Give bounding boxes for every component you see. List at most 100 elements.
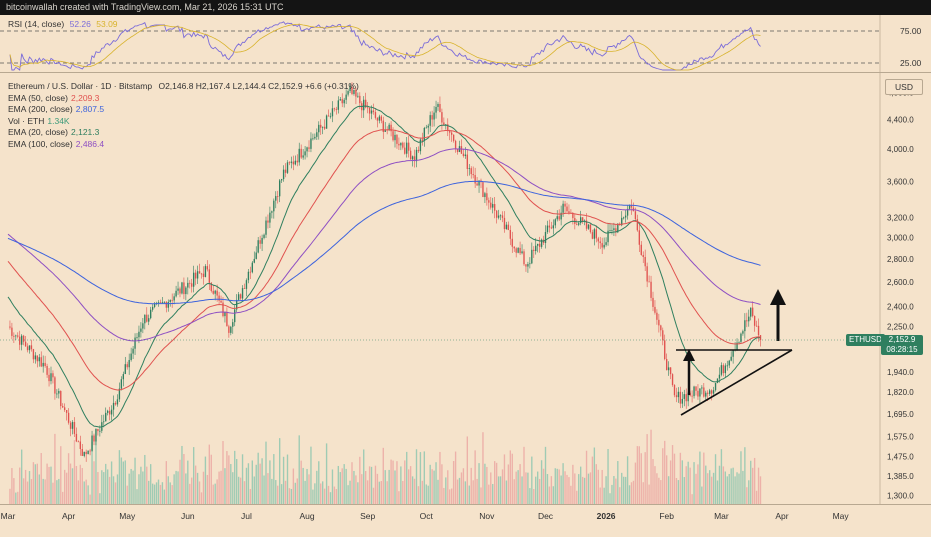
candle-body <box>318 124 320 133</box>
volume-bar <box>642 482 644 504</box>
candle-body <box>601 243 603 248</box>
candle-body <box>429 115 431 126</box>
volume-bar <box>83 481 85 504</box>
candle-body <box>650 281 652 298</box>
y-tick-label: 2,250.0 <box>887 322 914 331</box>
candle-body <box>411 156 414 160</box>
candle-body <box>288 162 291 164</box>
candle-body <box>185 287 187 295</box>
time-axis[interactable]: Mar Apr May Jun Jul Aug Sep Oct Nov Dec 2026 Feb Mar… <box>0 504 931 537</box>
candle-body <box>630 205 633 208</box>
candle-body <box>658 319 660 326</box>
volume-bar <box>407 469 410 504</box>
volume-bar <box>400 466 402 504</box>
volume-bar <box>662 448 664 504</box>
candle-body <box>48 374 50 382</box>
volume-bar <box>62 491 64 504</box>
candle-body <box>69 422 72 429</box>
volume-bar <box>533 489 535 504</box>
candle-body <box>540 239 543 247</box>
candle-body <box>746 320 748 322</box>
legend-ema20-row: EMA (20, close) 2,121.3 <box>8 127 359 139</box>
candle-body <box>376 117 379 121</box>
candle-body <box>519 247 521 254</box>
legend-ema100-label: EMA (100, close) <box>8 138 73 149</box>
volume-bar <box>521 476 523 504</box>
volume-bar <box>611 484 613 504</box>
candle-body <box>290 161 293 163</box>
currency-selector[interactable]: USD <box>885 79 923 95</box>
legend-ema200-label: EMA (200, close) <box>8 104 73 114</box>
volume-bar <box>366 480 369 504</box>
candle-body <box>509 230 512 239</box>
volume-bar <box>245 467 248 504</box>
candle-body <box>705 392 707 397</box>
candle-body <box>167 301 169 308</box>
volume-bar <box>753 457 756 504</box>
rsi-panel[interactable]: RSI (14, close) 52.26 53.09 75.00 25.00 <box>0 15 931 73</box>
candle-body <box>206 266 209 270</box>
volume-bar <box>15 492 17 504</box>
volume-bar <box>716 480 719 504</box>
candle-body <box>85 451 87 455</box>
candle-body <box>533 249 535 252</box>
candle-body <box>224 312 226 317</box>
volume-bar <box>13 478 15 504</box>
volume-bar <box>368 466 371 504</box>
volume-bar <box>32 462 35 504</box>
volume-bar <box>556 468 558 504</box>
volume-bar <box>525 472 527 504</box>
candle-body <box>363 99 365 111</box>
x-tick-label: Jun <box>181 511 195 521</box>
volume-bar <box>122 461 125 504</box>
candle-body <box>28 345 31 351</box>
volume-bar <box>202 471 205 504</box>
volume-bar <box>370 466 373 504</box>
volume-bar <box>253 476 255 504</box>
volume-bar <box>728 473 730 504</box>
volume-bar <box>707 473 709 504</box>
legend-ema100-value: 2,486.4 <box>75 138 105 149</box>
candle-body <box>273 200 275 212</box>
candle-body <box>234 309 236 323</box>
candle-body <box>312 138 314 140</box>
volume-bar <box>277 485 279 504</box>
candle-body <box>452 134 455 141</box>
candle-body <box>671 374 674 386</box>
volume-bar <box>65 472 68 504</box>
chart-legend: Ethereum / U.S. Dollar · 1D · Bitstamp O… <box>8 81 359 150</box>
candle-body <box>683 394 685 399</box>
candle-body <box>617 223 619 233</box>
volume-bar <box>714 454 717 504</box>
volume-bar <box>320 483 322 504</box>
candle-body <box>409 150 412 160</box>
volume-bar <box>359 456 361 504</box>
candle-body <box>636 219 639 231</box>
candle-body <box>423 127 426 141</box>
candle-body <box>237 294 240 300</box>
volume-bar <box>101 470 103 504</box>
candle-body <box>597 238 599 242</box>
candle-body <box>527 264 529 267</box>
candle-body <box>673 385 676 396</box>
candle-body <box>316 132 318 137</box>
candle-body <box>644 256 646 267</box>
volume-bar <box>548 486 551 504</box>
volume-bar <box>50 466 52 504</box>
candle-body <box>578 223 580 225</box>
candle-body <box>654 306 656 313</box>
volume-bar <box>243 481 246 504</box>
volume-bar <box>607 449 609 504</box>
volume-bar <box>345 468 347 504</box>
last-price-value: 2,152.9 <box>888 335 916 344</box>
volume-bar <box>200 492 203 504</box>
y-tick-label: 2,600.0 <box>887 278 914 287</box>
volume-bar <box>341 468 343 504</box>
volume-bar <box>544 446 547 504</box>
volume-bar <box>284 480 287 504</box>
candle-body <box>75 433 78 442</box>
candle-body <box>406 142 408 154</box>
main-price-panel[interactable]: 4,800.04,400.04,000.03,600.03,200.03,000… <box>0 73 931 504</box>
volume-bar <box>675 477 678 504</box>
candle-body <box>212 290 214 294</box>
